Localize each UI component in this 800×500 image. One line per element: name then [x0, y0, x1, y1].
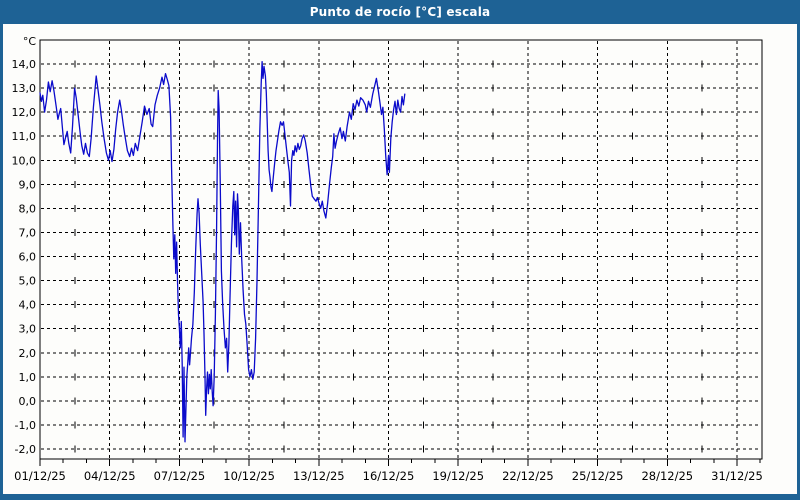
x-tick-label: 31/12/25 — [711, 469, 763, 483]
x-tick-label: 10/12/25 — [223, 469, 275, 483]
y-tick-label: 1,0 — [19, 371, 37, 384]
y-axis-unit-label: °C — [23, 35, 37, 48]
y-tick-label: -2,0 — [15, 443, 36, 456]
x-tick-label: 13/12/25 — [293, 469, 345, 483]
x-tick-label: 22/12/25 — [502, 469, 554, 483]
y-tick-label: 0,0 — [19, 395, 37, 408]
y-tick-label: 4,0 — [19, 299, 37, 312]
y-tick-label: 14,0 — [12, 58, 37, 71]
y-tick-label: 2,0 — [19, 347, 37, 360]
dewpoint-chart: 01/12/25 04/12/25 07/12/25 10/12/25 13/12/25… — [12, 35, 763, 483]
y-tick-label: 6,0 — [19, 251, 37, 264]
y-tick-label: 7,0 — [19, 226, 37, 239]
y-tick-label: 11,0 — [12, 130, 37, 143]
dewpoint-line — [39, 60, 406, 443]
y-tick-label: 13,0 — [12, 82, 37, 95]
y-tick-label: 8,0 — [19, 202, 37, 215]
page-title: Punto de rocío [°C] escala — [309, 5, 491, 19]
y-tick-label: -1,0 — [15, 419, 36, 432]
y-tick-label: 12,0 — [12, 106, 37, 119]
x-tick-label: 16/12/25 — [363, 469, 415, 483]
y-tick-label: 5,0 — [19, 275, 37, 288]
x-tick-label: 19/12/25 — [432, 469, 484, 483]
x-tick-label: 04/12/25 — [84, 469, 136, 483]
plot-border — [39, 39, 763, 460]
y-tick-label: 9,0 — [19, 178, 37, 191]
x-tick-label: 01/12/25 — [14, 469, 66, 483]
y-tick-label: 3,0 — [19, 323, 37, 336]
chart-area: 01/12/25 04/12/25 07/12/25 10/12/25 13/12/25… — [3, 24, 797, 494]
x-tick-label: 25/12/25 — [572, 469, 624, 483]
x-tick-label: 28/12/25 — [641, 469, 693, 483]
window-titlebar: Punto de rocío [°C] escala — [0, 0, 800, 24]
x-tick-label: 07/12/25 — [154, 469, 206, 483]
y-tick-label: 10,0 — [12, 154, 37, 167]
